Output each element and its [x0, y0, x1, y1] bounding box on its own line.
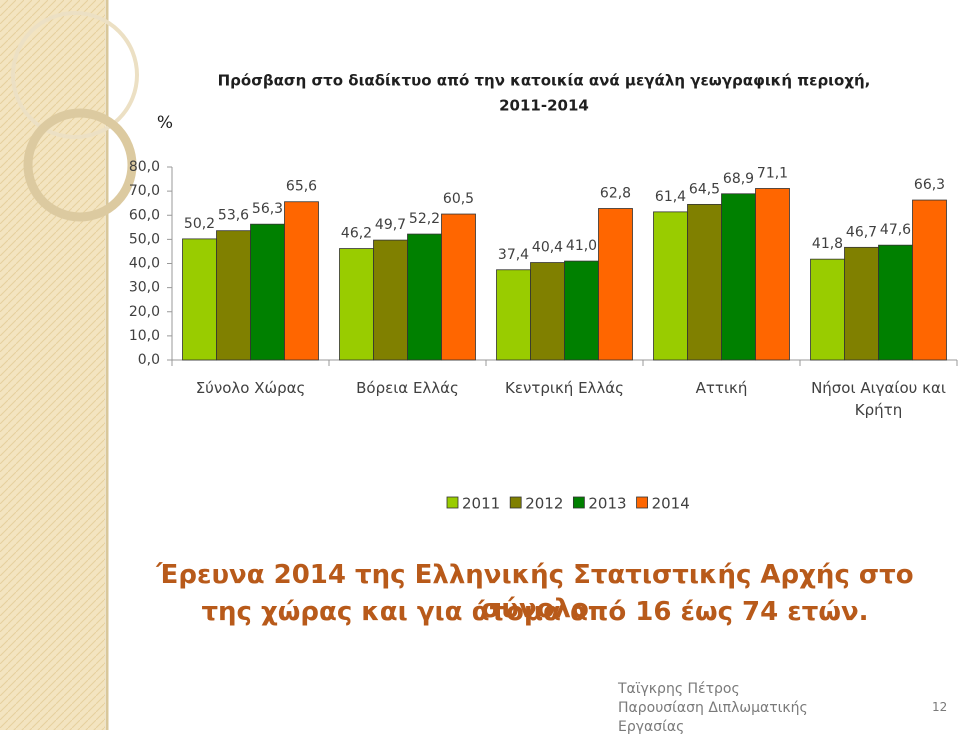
- footer-text: Ταϊγκρης Πέτρος Παρουσίαση Διπλωματικής …: [618, 681, 808, 735]
- bar: [496, 269, 531, 361]
- bar: [653, 211, 688, 361]
- x-tick-label: Αττική: [695, 379, 748, 397]
- value-label: 64,5: [689, 181, 720, 197]
- x-tick-label: Νήσοι Αιγαίου και Κρήτη: [811, 379, 946, 419]
- value-label: 68,9: [723, 171, 754, 187]
- value-label: 37,4: [498, 247, 529, 263]
- value-label: 46,2: [341, 226, 372, 242]
- bar: [441, 213, 476, 361]
- y-tick-label: 60,0: [129, 207, 160, 223]
- legend-label: 2012: [525, 495, 563, 513]
- y-tick-label: 40,0: [129, 256, 160, 272]
- value-label: 53,6: [218, 208, 249, 224]
- x-tick-label: Σύνολο Χώρας: [195, 379, 306, 397]
- bar: [598, 208, 633, 361]
- caption: Έρευνα 2014 της Ελληνικής Στατιστικής Αρ…: [156, 560, 914, 624]
- x-tick-label: Βόρεια Ελλάς: [356, 379, 459, 397]
- bar: [878, 244, 913, 361]
- y-tick-label: 70,0: [129, 183, 160, 199]
- bar: [216, 230, 251, 361]
- value-label: 50,2: [184, 216, 215, 232]
- value-label: 41,0: [566, 238, 597, 254]
- legend-swatch: [509, 496, 522, 509]
- bar: [530, 262, 565, 361]
- legend-label: 2014: [652, 495, 690, 513]
- deco-circle: [23, 108, 137, 222]
- caption: της χώρας και για άτομα από 16 έως 74 ετ…: [201, 597, 869, 627]
- value-label: 47,6: [880, 222, 911, 238]
- y-tick-label: 30,0: [129, 280, 160, 296]
- y-tick-label: 0,0: [138, 352, 160, 368]
- bar: [844, 246, 879, 361]
- deco-circle: [11, 11, 139, 139]
- value-label: 49,7: [375, 217, 406, 233]
- chart-title: Πρόσβαση στο διαδίκτυο από την κατοικία …: [218, 72, 871, 90]
- value-label: 71,1: [757, 165, 788, 181]
- bar: [810, 258, 845, 361]
- y-axis-label: %: [157, 113, 173, 133]
- y-tick-label: 20,0: [129, 304, 160, 320]
- bar: [250, 223, 285, 361]
- legend-label: 2013: [588, 495, 626, 513]
- value-label: 60,5: [443, 191, 474, 207]
- bar: [373, 239, 408, 361]
- value-label: 41,8: [812, 236, 843, 252]
- y-tick-label: 10,0: [129, 328, 160, 344]
- value-label: 56,3: [252, 201, 283, 217]
- y-tick-label: 50,0: [129, 231, 160, 247]
- bar: [687, 203, 722, 361]
- legend-swatch: [636, 496, 648, 509]
- legend-label: 2011: [462, 495, 500, 513]
- value-label: 65,6: [286, 179, 317, 195]
- bar: [407, 233, 442, 361]
- page-number: 12: [932, 700, 948, 714]
- bar: [182, 238, 217, 361]
- bar: [755, 188, 790, 361]
- value-label: 66,3: [914, 177, 945, 193]
- bar: [912, 199, 947, 361]
- y-tick-label: 80,0: [129, 159, 160, 175]
- value-label: 46,7: [846, 224, 877, 240]
- value-label: 61,4: [655, 189, 686, 205]
- x-tick-label: Κεντρική Ελλάς: [505, 379, 624, 397]
- bar: [339, 248, 374, 361]
- legend-swatch: [446, 496, 459, 509]
- value-label: 62,8: [600, 185, 631, 201]
- bar: [721, 193, 756, 361]
- value-label: 52,2: [409, 211, 440, 227]
- value-label: 40,4: [532, 240, 563, 256]
- chart-title: 2011-2014: [499, 97, 589, 115]
- bar: [284, 201, 319, 361]
- bar: [564, 260, 599, 361]
- legend-swatch: [572, 496, 585, 509]
